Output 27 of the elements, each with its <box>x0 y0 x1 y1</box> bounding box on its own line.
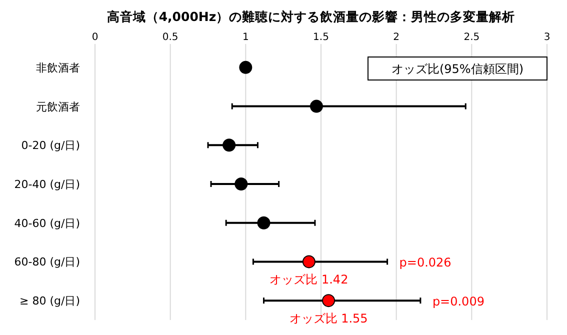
point <box>322 294 336 308</box>
y-tick-label: 元飲酒者 <box>36 100 80 114</box>
x-tick-label: 2 <box>393 32 400 43</box>
annotation: オッズ比(95%信頼区間) <box>391 62 524 76</box>
x-tick-label: 0.5 <box>162 32 178 43</box>
x-tick-label: 1 <box>242 32 249 43</box>
point <box>234 178 248 190</box>
y-tick-label: 40-60 (g/日) <box>14 216 80 230</box>
point <box>310 100 323 113</box>
annotation: オッズ比 1.42 <box>270 272 348 287</box>
x-tick-label: 3 <box>544 32 550 43</box>
y-tick-label: 非飲酒者 <box>36 61 80 74</box>
x-tick-label: 2.5 <box>464 32 480 43</box>
y-tick-label: ≥ 80 (g/日) <box>20 294 80 308</box>
x-tick-label: 0 <box>92 32 98 43</box>
point <box>222 138 236 152</box>
y-tick-label: 60-80 (g/日) <box>14 256 80 269</box>
annotation: オッズ比 1.55 <box>289 312 368 326</box>
point <box>257 216 270 230</box>
chart-title: 高音域（4,000Hz）の難聴に対する飲酒量の影響：男性の多変量解析 <box>106 9 516 24</box>
y-tick-label: 0-20 (g/日) <box>21 139 80 152</box>
annotation: p=0.009 <box>432 294 484 309</box>
y-tick-label: 20-40 (g/日) <box>14 178 80 191</box>
annotation: p=0.026 <box>399 256 452 270</box>
x-tick-label: 1.5 <box>313 32 329 43</box>
point <box>302 255 316 268</box>
point <box>239 60 252 74</box>
